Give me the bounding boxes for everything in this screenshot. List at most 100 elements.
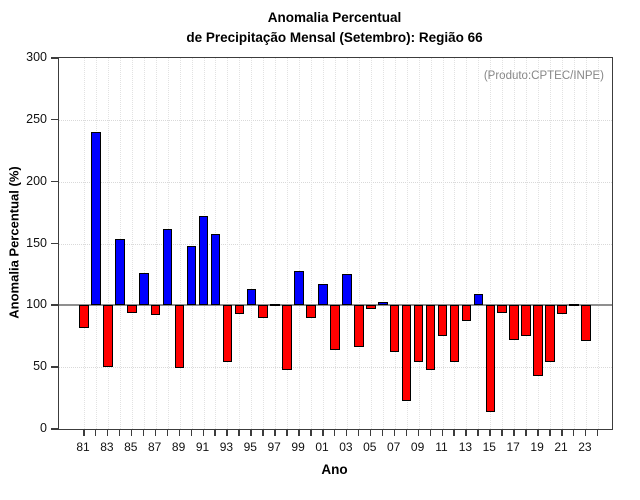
v-gridline — [84, 58, 85, 429]
x-tick-mark — [190, 430, 193, 436]
x-tick-label: 89 — [171, 440, 186, 454]
v-gridline — [263, 58, 265, 429]
v-gridline — [191, 58, 193, 429]
bar-99 — [294, 270, 304, 306]
x-tick-label: 05 — [363, 440, 377, 454]
x-tick-label: 97 — [267, 440, 281, 454]
x-tick-label: 93 — [219, 440, 234, 454]
x-tick-label: 21 — [554, 440, 568, 454]
v-gridline — [454, 58, 456, 429]
x-tick-mark — [83, 430, 85, 436]
bar-03 — [342, 274, 352, 306]
x-tick-mark — [262, 430, 264, 436]
bar-91 — [198, 216, 209, 306]
v-gridline — [585, 58, 587, 429]
v-gridline — [334, 58, 336, 429]
x-tick-label: 17 — [506, 440, 520, 454]
x-tick-label: 85 — [124, 440, 138, 454]
x-tick-mark — [477, 430, 479, 436]
y-tick-mark — [51, 242, 58, 244]
bar-89 — [174, 305, 185, 369]
x-tick-mark — [226, 430, 228, 436]
v-gridline — [370, 58, 372, 429]
x-tick-mark — [238, 430, 240, 436]
chart-title-line2: de Precipitação Mensal (Setembro): Regiã… — [186, 30, 483, 45]
x-tick-mark — [166, 430, 169, 436]
bar-23 — [581, 305, 591, 342]
x-axis-label: Ano — [321, 462, 348, 477]
x-tick-mark — [489, 430, 491, 436]
x-tick-mark — [465, 430, 467, 436]
v-gridline — [538, 58, 540, 429]
x-tick-mark — [572, 430, 575, 436]
x-tick-mark — [525, 430, 527, 436]
x-tick-mark — [298, 430, 300, 436]
y-tick-label: 100 — [26, 297, 47, 312]
bar-92 — [210, 233, 221, 306]
x-tick-mark — [322, 430, 324, 436]
bar-05 — [366, 305, 376, 310]
bar-18 — [521, 305, 531, 337]
v-gridline — [251, 58, 253, 429]
x-tick-mark — [561, 430, 563, 436]
v-gridline — [311, 58, 313, 429]
bar-83 — [103, 305, 113, 368]
v-gridline — [478, 58, 480, 429]
x-tick-label: 15 — [482, 440, 496, 454]
bar-06 — [377, 301, 388, 306]
x-tick-label: 13 — [458, 440, 473, 454]
v-gridline — [239, 58, 241, 429]
bar-84 — [115, 238, 125, 306]
x-tick-label: 87 — [148, 440, 162, 454]
y-tick-label: 200 — [26, 173, 47, 188]
x-tick-label: 23 — [578, 440, 592, 454]
x-tick-mark — [501, 430, 503, 436]
bar-95 — [246, 289, 257, 306]
bar-15 — [485, 305, 496, 412]
bar-00 — [306, 305, 316, 318]
x-tick-mark — [453, 430, 455, 436]
bar-07 — [389, 305, 400, 353]
x-tick-mark — [142, 430, 145, 436]
x-tick-mark — [250, 430, 252, 436]
bar-04 — [354, 305, 364, 348]
v-gridline — [597, 58, 599, 429]
bar-94 — [234, 305, 245, 314]
bar-16 — [497, 305, 508, 313]
v-gridline — [418, 58, 420, 429]
x-tick-label: 07 — [387, 440, 401, 454]
x-tick-mark — [130, 430, 133, 436]
y-tick-label: 0 — [40, 421, 47, 435]
y-tick-mark — [51, 304, 58, 306]
v-gridline — [227, 58, 229, 429]
x-tick-mark — [154, 430, 157, 436]
bar-14 — [473, 294, 484, 306]
x-tick-label: 95 — [243, 440, 257, 454]
y-tick-mark — [51, 57, 58, 59]
x-tick-label: 09 — [410, 440, 425, 454]
y-tick-mark — [51, 118, 58, 121]
bar-10 — [425, 305, 436, 370]
bar-08 — [401, 305, 412, 401]
bar-98 — [282, 305, 292, 370]
v-gridline — [514, 58, 516, 429]
bar-93 — [222, 305, 233, 363]
plot-area — [58, 57, 613, 430]
y-tick-label: 150 — [26, 235, 47, 250]
chart-title-line1: Anomalia Percentual — [267, 10, 402, 25]
x-tick-label: 01 — [315, 440, 329, 454]
x-tick-mark — [202, 430, 204, 436]
x-tick-mark — [106, 430, 109, 436]
produto-annotation: (Produto:CPTEC/INPE) — [483, 70, 604, 82]
x-tick-mark — [345, 430, 348, 436]
v-gridline — [502, 58, 504, 429]
v-gridline — [430, 58, 432, 429]
x-tick-mark — [274, 430, 276, 436]
v-gridline — [358, 58, 360, 429]
bar-90 — [186, 245, 197, 306]
v-gridline — [406, 58, 408, 429]
y-tick-mark — [51, 180, 58, 183]
bar-88 — [162, 228, 173, 306]
bar-81 — [79, 305, 89, 328]
